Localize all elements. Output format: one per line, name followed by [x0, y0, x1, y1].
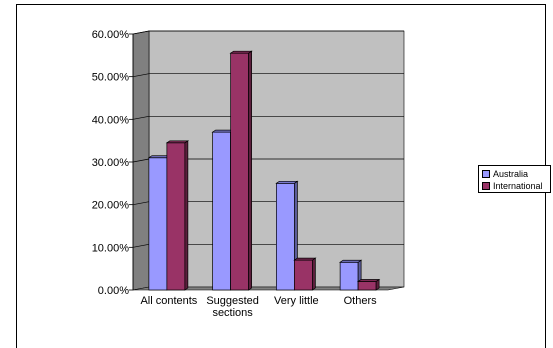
legend-label-australia: Australia — [493, 169, 529, 179]
x-category-label: Very little — [274, 295, 319, 307]
bar — [293, 257, 317, 291]
x-category-label: Others — [344, 295, 378, 307]
x-category-label: sections — [212, 307, 253, 319]
x-category-label: All contents — [140, 295, 197, 307]
legend-swatch-international — [482, 182, 490, 190]
y-tick-label: 30.00% — [92, 157, 130, 169]
bar — [165, 140, 190, 291]
bar — [338, 259, 363, 291]
y-tick-label: 50.00% — [92, 72, 130, 84]
bar — [356, 278, 381, 291]
legend-label-international: International — [493, 181, 543, 191]
y-tick-label: 40.00% — [92, 114, 130, 126]
y-axis-tick-labels: 0.00% 10.00% 20.00% 30.00% 40.00% 50.00% 60.00… — [92, 29, 130, 297]
y-tick-label: 0.00% — [98, 285, 129, 297]
gridline — [132, 30, 404, 35]
bars — [147, 50, 381, 291]
gridline — [132, 115, 404, 120]
legend-swatch-australia — [482, 170, 490, 178]
legend-item-australia: Australia — [482, 168, 547, 180]
y-tick-label: 20.00% — [92, 200, 130, 212]
gridline — [132, 73, 404, 78]
y-tick-label: 10.00% — [92, 242, 130, 254]
legend: Australia International — [478, 165, 551, 193]
y-tick-label: 60.00% — [92, 29, 130, 41]
legend-item-international: International — [482, 180, 547, 192]
x-category-label: Suggested — [206, 295, 259, 307]
bar — [229, 50, 253, 291]
